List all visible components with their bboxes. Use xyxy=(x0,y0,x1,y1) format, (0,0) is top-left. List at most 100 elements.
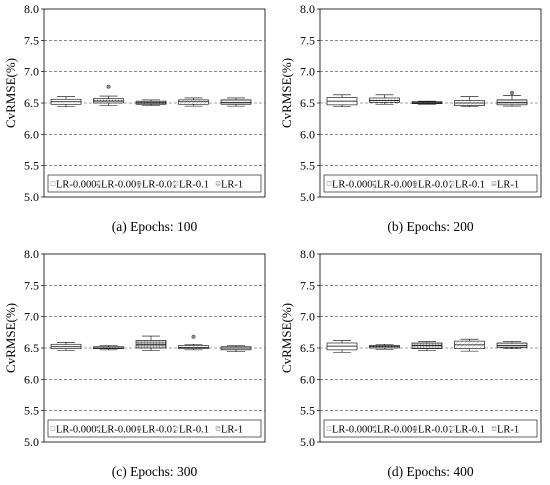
box-LR-0.0001 xyxy=(326,94,358,108)
legend-label-LR-0.0001: LR-0.0001 xyxy=(56,180,102,191)
chart-caption: (d) Epochs: 400 xyxy=(387,464,473,479)
legend-swatch-LR-0.0001 xyxy=(326,181,332,186)
y-tick-label: 7.0 xyxy=(300,65,315,79)
chart-caption: (a) Epochs: 100 xyxy=(112,219,198,234)
box-LR-0.001 xyxy=(369,343,400,350)
legend-label-LR-0.001: LR-0.001 xyxy=(101,425,142,436)
box-LR-0.01 xyxy=(135,99,167,106)
box-LR-1 xyxy=(496,341,528,349)
chart-caption: (b) Epochs: 200 xyxy=(387,219,473,234)
legend-label-LR-0.1: LR-0.1 xyxy=(455,425,485,436)
legend-swatch-LR-0.001 xyxy=(371,426,377,431)
box-LR-0.01 xyxy=(411,100,443,105)
legend-label-LR-0.01: LR-0.01 xyxy=(142,180,177,191)
y-tick-label: 7.5 xyxy=(24,278,39,292)
y-tick-label: 8.0 xyxy=(300,2,315,16)
legend-label-LR-0.001: LR-0.001 xyxy=(377,425,418,436)
y-tick-label: 7.0 xyxy=(24,310,39,324)
legend-box xyxy=(323,174,538,193)
y-axis-label: CvRMSE(%) xyxy=(279,58,294,128)
y-tick-label: 7.0 xyxy=(24,65,39,79)
legend-label-LR-1: LR-1 xyxy=(497,425,519,436)
legend-swatch-LR-0.0001 xyxy=(326,426,332,431)
y-tick-label: 6.5 xyxy=(24,341,39,355)
y-tick-label: 8.0 xyxy=(300,247,315,261)
box-LR-0.1 xyxy=(178,334,209,351)
legend-swatch-LR-0.01 xyxy=(412,181,418,186)
outlier-point xyxy=(191,334,196,339)
y-tick-label: 7.5 xyxy=(24,33,39,47)
y-tick-label: 6.0 xyxy=(300,372,315,386)
outlier-point xyxy=(509,90,515,96)
y-tick-label: 8.0 xyxy=(24,2,39,16)
box-LR-0.001 xyxy=(93,84,124,106)
y-tick-label: 5.0 xyxy=(24,435,39,449)
box-LR-0.0001 xyxy=(326,340,358,353)
box-LR-0.001 xyxy=(93,345,124,351)
legend-swatch-LR-0.01 xyxy=(136,181,142,186)
legend-box xyxy=(323,419,538,438)
y-tick-label: 6.0 xyxy=(24,372,39,386)
y-tick-label: 7.0 xyxy=(300,310,315,324)
y-tick-label: 6.5 xyxy=(300,341,315,355)
y-tick-label: 6.5 xyxy=(24,96,39,110)
y-axis-label: CvRMSE(%) xyxy=(3,58,18,128)
box-LR-0.001 xyxy=(369,94,400,105)
legend-label-LR-0.1: LR-0.1 xyxy=(455,180,485,191)
box-LR-0.1 xyxy=(178,97,209,107)
legend-swatch-LR-1 xyxy=(491,181,497,186)
legend: LR-0.0001 LR-0.001 LR-0.01 LR-0.1 LR-1 xyxy=(323,174,538,193)
y-tick-label: 5.5 xyxy=(300,404,315,418)
y-tick-label: 5.0 xyxy=(300,190,315,204)
legend-label-LR-0.0001: LR-0.0001 xyxy=(332,425,378,436)
legend-swatch-LR-0.0001 xyxy=(50,181,56,186)
legend: LR-0.0001 LR-0.001 LR-0.01 LR-0.1 LR-1 xyxy=(47,174,262,193)
y-tick-label: 6.5 xyxy=(300,96,315,110)
legend-swatch-LR-0.0001 xyxy=(50,426,56,431)
legend-swatch-LR-1 xyxy=(215,426,221,431)
box-LR-0.0001 xyxy=(50,96,82,108)
y-tick-label: 8.0 xyxy=(24,247,39,261)
outlier-point xyxy=(106,84,111,89)
box-LR-0.0001 xyxy=(50,342,82,351)
legend-swatch-LR-0.001 xyxy=(95,426,101,431)
legend-box xyxy=(47,419,262,438)
y-tick-label: 5.0 xyxy=(300,435,315,449)
legend-swatch-LR-0.001 xyxy=(371,181,377,186)
legend-label-LR-0.0001: LR-0.0001 xyxy=(56,425,102,436)
box-LR-0.1 xyxy=(454,96,485,108)
legend-label-LR-0.1: LR-0.1 xyxy=(179,425,209,436)
box-LR-1 xyxy=(496,90,528,107)
legend-swatch-LR-0.1 xyxy=(173,181,179,186)
legend-swatch-LR-0.1 xyxy=(173,426,179,431)
legend-swatch-LR-0.01 xyxy=(412,426,418,431)
box-LR-1 xyxy=(220,345,252,353)
box-LR-0.01 xyxy=(411,341,443,351)
legend-label-LR-1: LR-1 xyxy=(497,180,519,191)
legend-swatch-LR-0.1 xyxy=(449,426,455,431)
y-tick-label: 5.5 xyxy=(24,159,39,173)
legend-label-LR-0.01: LR-0.01 xyxy=(418,180,453,191)
legend-label-LR-1: LR-1 xyxy=(221,425,243,436)
box-LR-1 xyxy=(220,97,252,107)
y-axis-label: CvRMSE(%) xyxy=(279,303,294,373)
y-tick-label: 5.0 xyxy=(24,190,39,204)
y-tick-label: 5.5 xyxy=(300,159,315,173)
legend-label-LR-0.01: LR-0.01 xyxy=(142,425,177,436)
legend-label-LR-0.1: LR-0.1 xyxy=(179,180,209,191)
legend-label-LR-0.0001: LR-0.0001 xyxy=(332,180,378,191)
legend-label-LR-0.001: LR-0.001 xyxy=(101,180,142,191)
legend-label-LR-0.001: LR-0.001 xyxy=(377,180,418,191)
y-tick-label: 5.5 xyxy=(24,404,39,418)
chart-caption: (c) Epochs: 300 xyxy=(112,464,198,479)
legend-swatch-LR-1 xyxy=(215,181,221,186)
legend-box xyxy=(47,174,262,193)
y-axis-label: CvRMSE(%) xyxy=(3,303,18,373)
legend: LR-0.0001 LR-0.001 LR-0.01 LR-0.1 LR-1 xyxy=(323,419,538,438)
y-tick-label: 6.0 xyxy=(300,127,315,141)
